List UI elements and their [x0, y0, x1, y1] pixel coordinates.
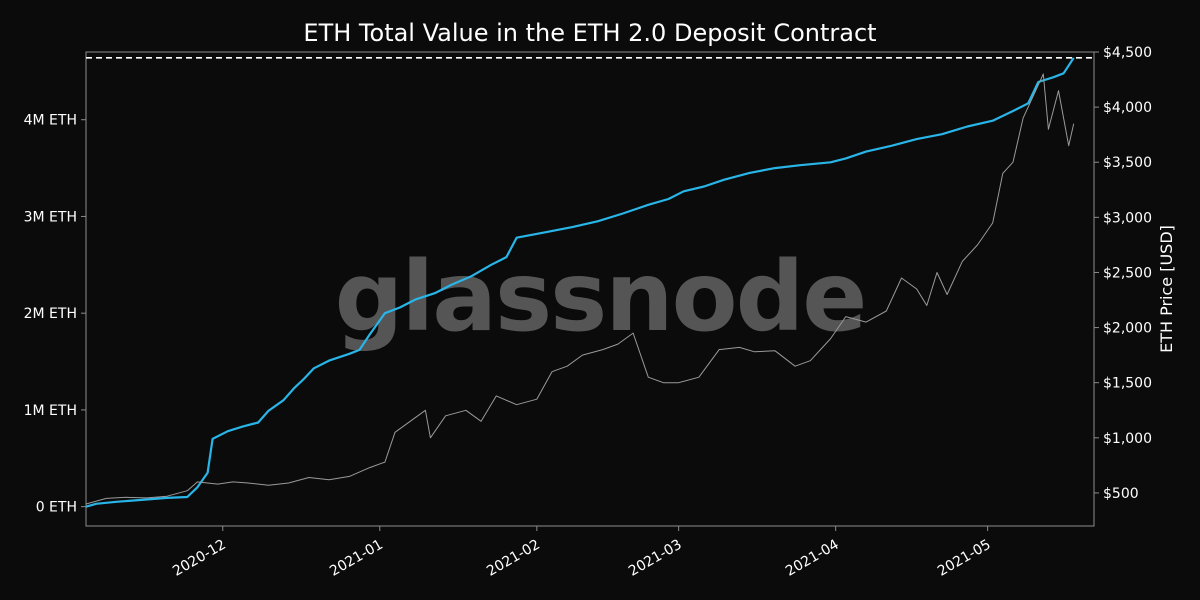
right-tick-label: $1,500 [1103, 376, 1152, 392]
left-tick-label: 3M ETH [24, 209, 77, 225]
right-tick-label: $4,000 [1103, 100, 1152, 116]
deposit-value-line [85, 57, 1075, 508]
right-tick-label: $4,500 [1103, 45, 1152, 61]
right-tick-label: $2,000 [1103, 321, 1152, 337]
left-tick-label: 2M ETH [24, 306, 77, 322]
right-tick-label: $3,000 [1103, 210, 1152, 226]
left-tick-label: 1M ETH [24, 403, 77, 419]
right-axis-label: ETH Price [USD] [1157, 225, 1176, 353]
left-tick-label: 4M ETH [24, 113, 77, 129]
right-tick-label: $2,500 [1103, 265, 1152, 281]
chart-title: ETH Total Value in the ETH 2.0 Deposit C… [303, 19, 876, 47]
plot-frame [85, 51, 1095, 527]
x-tick-label: 2021-02 [484, 537, 543, 580]
eth-price-line [85, 73, 1075, 505]
x-tick-label: 2021-04 [783, 537, 842, 580]
x-tick-label: 2021-03 [626, 537, 685, 580]
right-tick-label: $1,000 [1103, 431, 1152, 447]
x-tick-label: 2021-01 [327, 537, 386, 580]
left-tick-label: 0 ETH [36, 500, 77, 516]
x-tick-label: 2021-05 [935, 537, 994, 580]
right-tick-label: $500 [1103, 486, 1139, 502]
watermark-logo: glassnode [335, 241, 866, 353]
right-tick-label: $3,500 [1103, 155, 1152, 171]
x-tick-label: 2020-12 [170, 537, 229, 580]
